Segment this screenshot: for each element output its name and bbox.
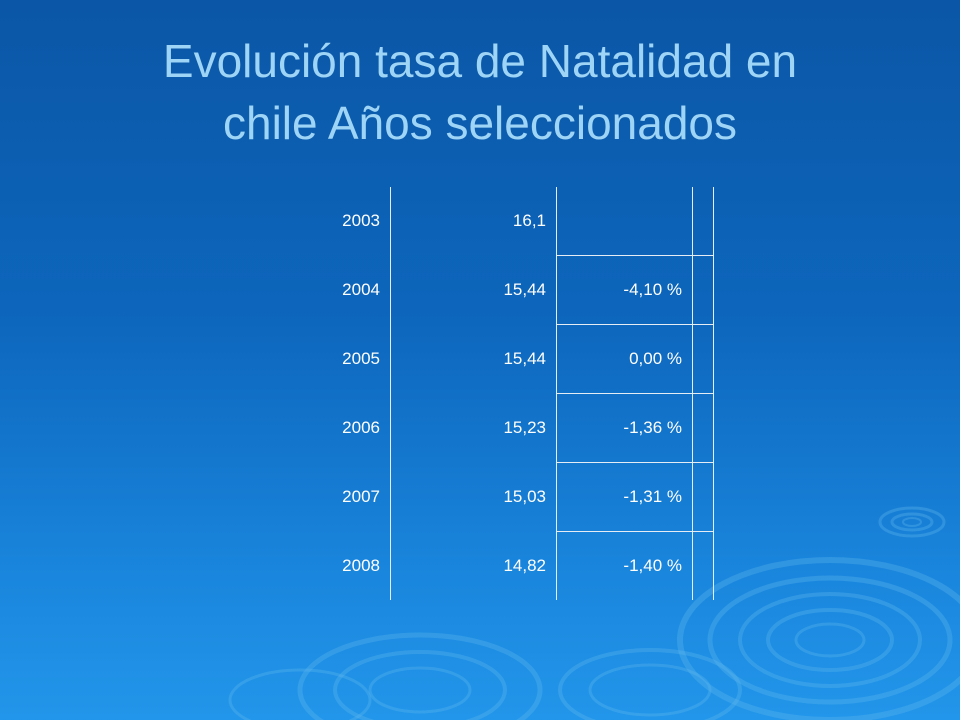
table-row: 2004 15,44 -4,10 %	[240, 255, 714, 325]
change-cell: -1,40 %	[556, 531, 693, 600]
empty-cell	[692, 393, 714, 463]
empty-cell	[692, 531, 714, 600]
year-cell: 2008	[240, 531, 391, 600]
rate-cell: 15,23	[390, 393, 557, 463]
change-cell	[556, 187, 693, 256]
table-row: 2007 15,03 -1,31 %	[240, 462, 714, 532]
change-cell: 0,00 %	[556, 324, 693, 394]
birth-rate-table: 2003 16,1 2004 15,44 -4,10 % 2005 15,44 …	[240, 187, 714, 600]
table-row: 2008 14,82 -1,40 %	[240, 531, 714, 600]
empty-cell	[692, 324, 714, 394]
year-cell: 2004	[240, 255, 391, 325]
rate-cell: 15,44	[390, 324, 557, 394]
table-row: 2003 16,1	[240, 187, 714, 256]
slide-title-line-2: chile Años seleccionados	[223, 97, 737, 149]
change-cell: -1,31 %	[556, 462, 693, 532]
slide-title: Evolución tasa de Natalidad en chile Año…	[40, 30, 920, 154]
empty-cell	[692, 187, 714, 256]
rate-cell: 16,1	[390, 187, 557, 256]
rate-cell: 14,82	[390, 531, 557, 600]
table-row: 2005 15,44 0,00 %	[240, 324, 714, 394]
change-cell: -4,10 %	[556, 255, 693, 325]
empty-cell	[692, 462, 714, 532]
slide-title-line-1: Evolución tasa de Natalidad en	[162, 35, 798, 87]
empty-cell	[692, 255, 714, 325]
year-cell: 2007	[240, 462, 391, 532]
year-cell: 2003	[240, 187, 391, 256]
rate-cell: 15,03	[390, 462, 557, 532]
table-row: 2006 15,23 -1,36 %	[240, 393, 714, 463]
year-cell: 2006	[240, 393, 391, 463]
rate-cell: 15,44	[390, 255, 557, 325]
change-cell: -1,36 %	[556, 393, 693, 463]
year-cell: 2005	[240, 324, 391, 394]
